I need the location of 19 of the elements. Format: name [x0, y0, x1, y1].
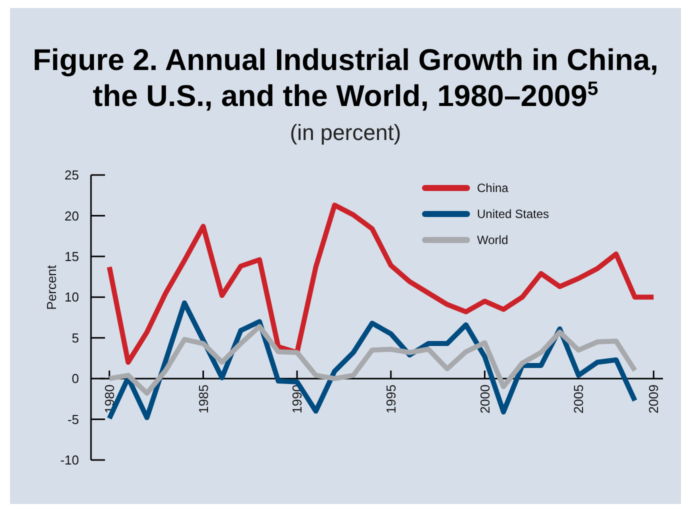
x-tick-label: 2009	[646, 384, 662, 414]
legend-label: China	[477, 181, 509, 196]
y-tick-label: 5	[72, 330, 79, 346]
x-tick-label: 2000	[477, 384, 492, 414]
x-tick-label: 1995	[383, 384, 398, 414]
chart-subtitle: (in percent)	[290, 120, 402, 145]
chart-title: Figure 2. Annual Industrial Growth in China, the U.S., and the World, 1980–2009$^{5}$	[32, 44, 658, 113]
y-tick-label: -10	[60, 452, 79, 468]
legend-label: World	[477, 233, 508, 248]
y-tick-label: 10	[64, 290, 79, 305]
y-tick-label: 15	[64, 248, 79, 264]
y-tick-label: 0	[72, 371, 79, 386]
x-tick-label: 2005	[571, 384, 586, 414]
y-tick-label: -5	[67, 412, 79, 427]
legend-label: United States	[477, 207, 550, 222]
y-tick-label: 20	[64, 208, 79, 224]
y-axis-title: Percent	[44, 264, 59, 310]
y-tick-label: 25	[64, 168, 79, 183]
x-tick-label: 1985	[196, 384, 211, 414]
